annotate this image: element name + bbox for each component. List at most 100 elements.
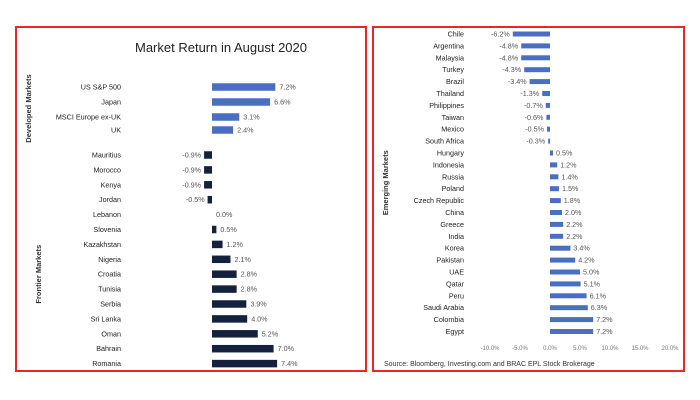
- group-label-frontier-markets: Frontier Markets: [34, 245, 43, 304]
- value-label-taiwan: -0.6%: [525, 113, 544, 122]
- bar-turkey: [524, 67, 550, 73]
- category-label-korea: Korea: [445, 244, 464, 253]
- category-label-poland: Poland: [442, 184, 464, 193]
- category-label-kazakhstan: Kazakhstan: [83, 240, 121, 249]
- bar-kazakhstan: [212, 240, 223, 249]
- bar-us-s-p-500: [212, 83, 276, 91]
- value-label-morocco: -0.9%: [182, 165, 201, 174]
- bar-egypt: [550, 329, 594, 334]
- bar-japan: [212, 98, 271, 106]
- value-label-turkey: -4.3%: [502, 65, 521, 74]
- chart-title: Market Return in August 2020: [135, 40, 307, 55]
- value-label-kazakhstan: 1.2%: [227, 240, 244, 249]
- category-label-colombia: Colombia: [434, 315, 464, 324]
- bar-philippines: [545, 102, 550, 108]
- bar-qatar: [550, 281, 581, 287]
- category-label-pakistan: Pakistan: [436, 256, 464, 265]
- value-label-oman: 5.2%: [262, 329, 279, 338]
- value-label-croatia: 2.8%: [241, 270, 258, 279]
- category-label-uae: UAE: [449, 268, 464, 277]
- bar-china: [550, 210, 562, 215]
- category-label-jordan: Jordan: [99, 195, 121, 204]
- value-label-serbia: 3.9%: [250, 300, 267, 309]
- bar-oman: [212, 330, 258, 338]
- category-label-us-s-p-500: US S&P 500: [81, 83, 121, 92]
- category-label-croatia: Croatia: [98, 270, 121, 279]
- bar-romania: [212, 359, 278, 368]
- value-label-slovenia: 0.5%: [220, 225, 237, 234]
- bar-malaysia: [521, 55, 550, 61]
- category-label-kenya: Kenya: [101, 180, 121, 189]
- bar-slovenia: [212, 225, 217, 234]
- category-label-uk: UK: [111, 126, 121, 135]
- category-label-slovenia: Slovenia: [93, 225, 121, 234]
- bar-hungary: [550, 150, 553, 156]
- bar-taiwan: [546, 114, 550, 120]
- value-label-egypt: 7.2%: [596, 327, 613, 336]
- value-label-sri-lanka: 4.0%: [251, 314, 268, 323]
- category-label-india: India: [448, 232, 464, 241]
- value-label-lebanon: 0.0%: [216, 210, 233, 219]
- value-label-chile: -6.2%: [491, 30, 510, 39]
- category-label-tunisia: Tunisia: [98, 285, 121, 294]
- bar-peru: [550, 293, 587, 299]
- category-label-egypt: Egypt: [446, 327, 464, 336]
- bar-tunisia: [212, 285, 237, 293]
- value-label-kenya: -0.9%: [182, 180, 201, 189]
- value-label-south-africa: -0.3%: [526, 137, 545, 146]
- bar-chile: [512, 31, 550, 37]
- category-label-morocco: Morocco: [93, 165, 121, 174]
- category-label-south-africa: South Africa: [425, 137, 464, 146]
- category-label-romania: Romania: [92, 359, 121, 368]
- value-label-argentina: -4.8%: [499, 41, 518, 50]
- x-tick-label: -5.0%: [512, 346, 528, 352]
- source-note: Source: Bloomberg, Investing.com and BRA…: [384, 361, 595, 368]
- category-label-msci-europe-ex-uk: MSCI Europe ex-UK: [56, 113, 121, 122]
- value-label-us-s-p-500: 7.2%: [279, 83, 296, 92]
- bar-uae: [550, 269, 580, 275]
- bar-croatia: [212, 270, 237, 278]
- value-label-india: 2.2%: [566, 232, 583, 241]
- value-label-pakistan: 4.2%: [578, 256, 595, 265]
- category-label-mexico: Mexico: [441, 125, 464, 134]
- category-label-chile: Chile: [448, 30, 464, 39]
- value-label-saudi-arabia: 6.3%: [591, 303, 608, 312]
- value-label-mexico: -0.5%: [525, 125, 544, 134]
- category-label-thailand: Thailand: [436, 89, 464, 98]
- value-label-japan: 6.6%: [274, 98, 291, 107]
- value-label-russia: 1.4%: [561, 172, 578, 181]
- value-label-romania: 7.4%: [281, 359, 298, 368]
- value-label-malaysia: -4.8%: [499, 53, 518, 62]
- bar-argentina: [521, 43, 550, 49]
- bar-india: [550, 233, 564, 239]
- developed-frontier-chart-panel: Market Return in August 2020 US S&P 500 7…: [15, 26, 367, 372]
- value-label-bahrain: 7.0%: [278, 344, 295, 353]
- category-label-peru: Peru: [449, 291, 464, 300]
- category-label-hungary: Hungary: [437, 149, 465, 158]
- x-tick-label: 20.0%: [661, 346, 679, 352]
- value-label-jordan: -0.5%: [186, 195, 205, 204]
- bar-serbia: [212, 300, 247, 308]
- category-label-japan: Japan: [101, 98, 121, 107]
- value-label-tunisia: 2.8%: [241, 285, 258, 294]
- bar-nigeria: [212, 255, 231, 264]
- value-label-china: 2.0%: [565, 208, 582, 217]
- value-label-uae: 5.0%: [583, 268, 600, 277]
- value-label-czech-republic: 1.8%: [564, 196, 581, 205]
- category-label-argentina: Argentina: [433, 41, 464, 50]
- bar-colombia: [550, 317, 594, 323]
- value-label-qatar: 5.1%: [584, 279, 601, 288]
- category-label-serbia: Serbia: [100, 300, 121, 309]
- bar-russia: [550, 174, 559, 180]
- bar-kenya: [204, 181, 212, 189]
- value-label-peru: 6.1%: [590, 291, 607, 300]
- category-label-taiwan: Taiwan: [442, 113, 464, 122]
- value-label-korea: 3.4%: [573, 244, 590, 253]
- bar-bahrain: [212, 344, 274, 353]
- x-tick-label: 5.0%: [573, 346, 587, 352]
- category-label-philippines: Philippines: [429, 101, 464, 110]
- value-label-nigeria: 2.1%: [234, 255, 251, 264]
- x-tick-label: 15.0%: [631, 346, 649, 352]
- value-label-brazil: -3.4%: [508, 77, 527, 86]
- bar-mauritius: [204, 151, 212, 159]
